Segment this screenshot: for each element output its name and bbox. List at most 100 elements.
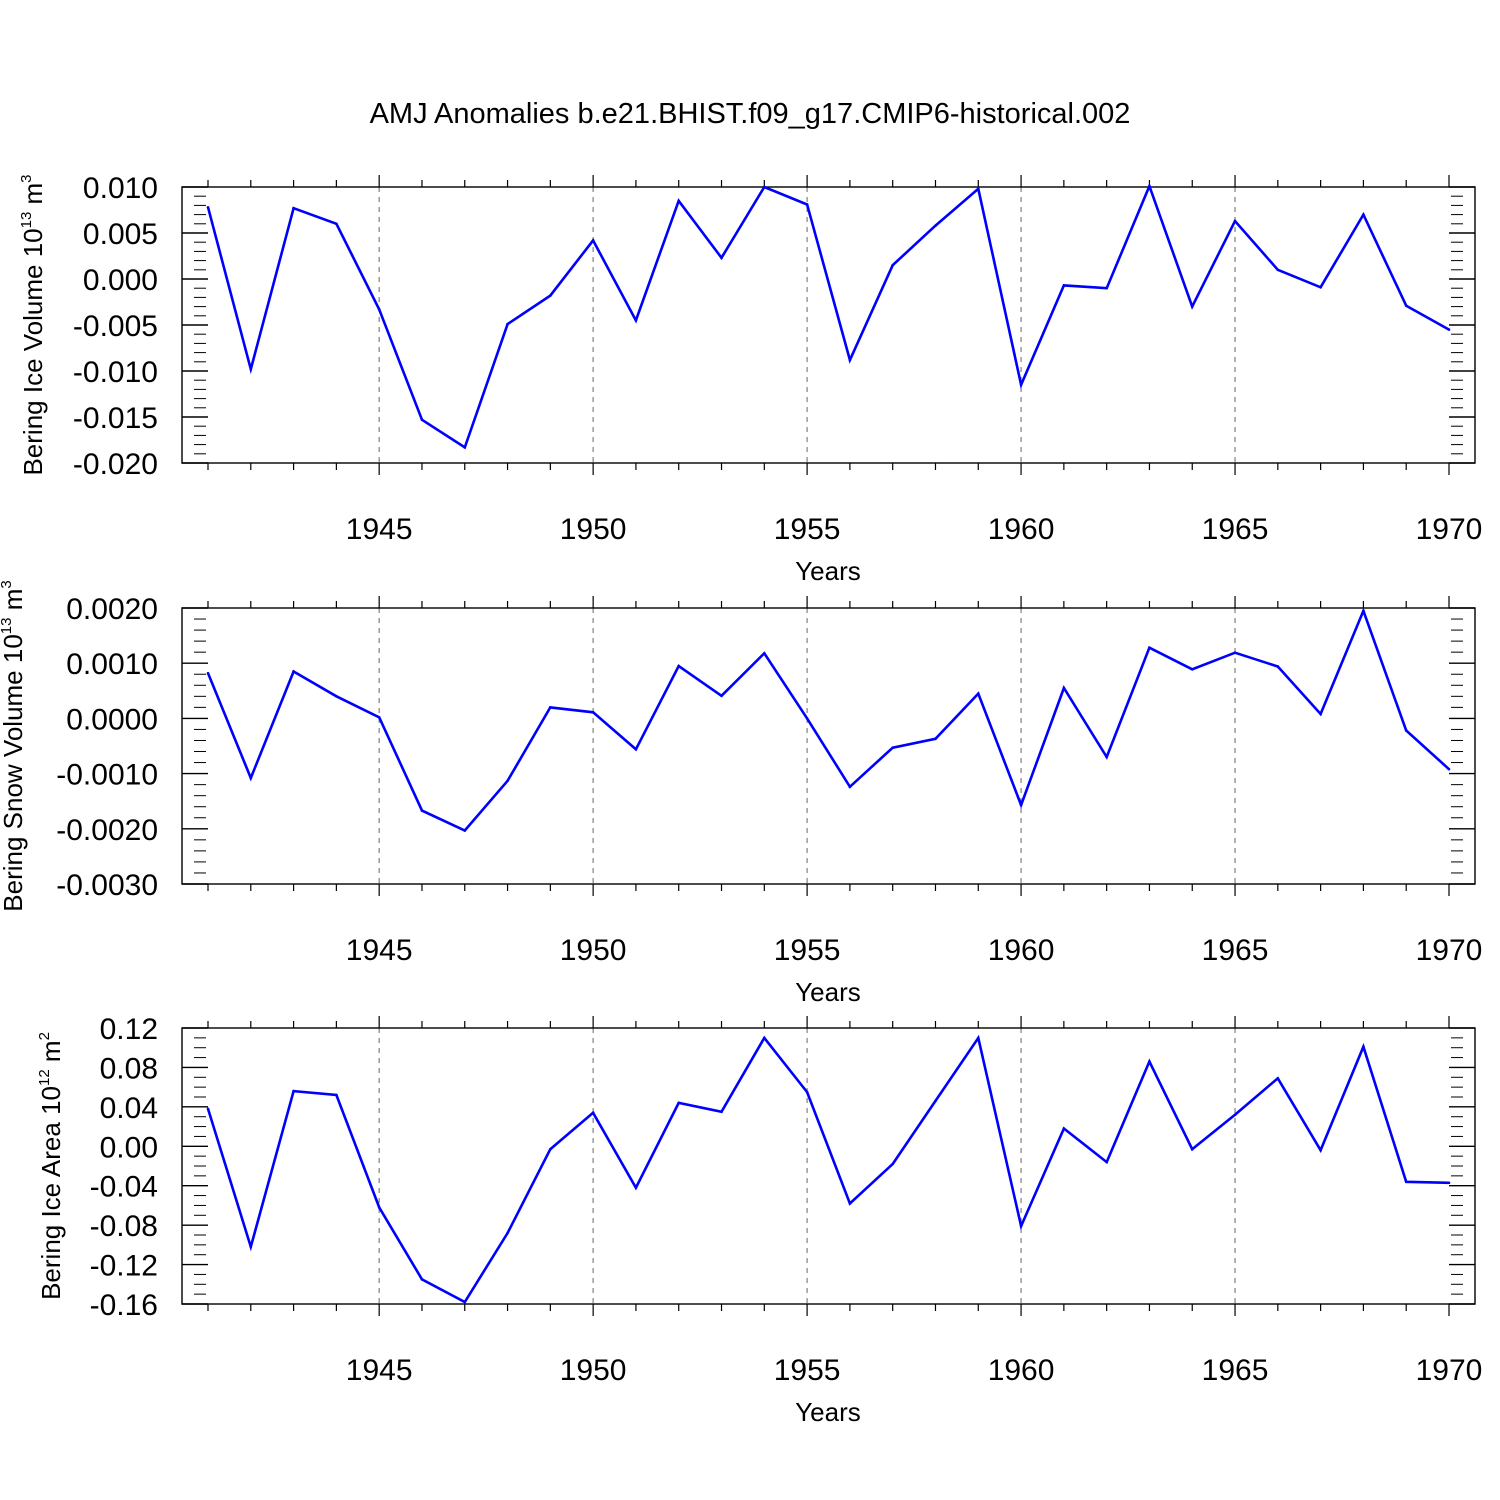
data-point — [1062, 284, 1066, 287]
y-axis-label-part: m — [36, 1040, 66, 1069]
y-axis-label: Bering Snow Volume 1013 m3 — [0, 580, 28, 911]
data-point — [249, 1245, 253, 1249]
data-point — [1404, 729, 1408, 732]
data-point — [1148, 184, 1151, 188]
data-point — [891, 263, 894, 267]
data-point — [1319, 285, 1322, 289]
y-axis-label-superscript: 13 — [18, 212, 35, 229]
y-axis-label-superscript: 13 — [0, 618, 15, 635]
y-axis-label-part: Bering Ice Area 10 — [36, 1086, 66, 1300]
y-tick-label: 0.00 — [100, 1131, 158, 1164]
y-axis-label-part: m — [0, 589, 28, 618]
data-point — [634, 319, 638, 322]
data-point — [677, 199, 681, 203]
data-point — [591, 711, 595, 714]
data-point — [891, 746, 894, 749]
data-point — [934, 737, 937, 741]
data-point — [805, 1090, 809, 1094]
data-point — [206, 205, 210, 209]
data-point — [292, 1089, 295, 1093]
x-tick-label: 1945 — [346, 934, 413, 967]
data-point — [377, 715, 381, 719]
data-point — [1105, 755, 1108, 759]
plot-frame — [181, 607, 1476, 885]
x-tick-label: 1955 — [774, 934, 841, 967]
data-point — [1276, 1076, 1280, 1080]
data-point — [848, 785, 852, 789]
data-point — [591, 239, 595, 242]
panel-ice-area: -0.16 -0.12 -0.08 -0.04 0.00 0.04 0.08 0.12 1945… — [36, 1013, 1482, 1427]
data-point — [335, 695, 338, 698]
y-tick-label: -0.020 — [73, 448, 158, 481]
y-axis-label-superscript: 3 — [0, 580, 15, 588]
y-tick-label: -0.12 — [90, 1250, 158, 1283]
x-tick-label: 1960 — [988, 1354, 1055, 1387]
y-axis-label: Bering Ice Volume 1013 m3 — [18, 174, 48, 475]
y-axis-label-part: Bering Snow Volume 10 — [0, 634, 28, 912]
data-point — [377, 308, 381, 311]
data-point — [1233, 219, 1237, 223]
panel-snow-volume: -0.0030 -0.0020 -0.0010 0.0000 0.0010 0.0020 1… — [0, 580, 1482, 1007]
x-tick-label: 1945 — [346, 1354, 413, 1387]
data-point — [634, 1186, 638, 1189]
y-axis-label-superscript: 12 — [36, 1069, 53, 1086]
data-point — [805, 203, 809, 206]
data-point — [763, 1036, 766, 1040]
x-tick-label: 1960 — [988, 934, 1055, 967]
data-point — [206, 1107, 210, 1111]
series-line — [206, 182, 1450, 450]
y-axis-label-part: Bering Ice Volume 10 — [18, 228, 48, 475]
y-tick-label: 0.0020 — [66, 593, 158, 626]
data-point — [1105, 1160, 1108, 1164]
data-point — [1362, 609, 1365, 613]
data-point — [677, 1101, 681, 1105]
data-point — [249, 367, 253, 371]
x-axis-label: Years — [795, 556, 861, 586]
y-tick-label: 0.04 — [100, 1092, 158, 1125]
data-point — [1404, 304, 1408, 307]
data-point — [1362, 213, 1365, 216]
x-tick-label: 1970 — [1416, 934, 1483, 967]
data-point — [763, 185, 766, 189]
data-point — [1276, 665, 1280, 668]
data-point — [463, 1300, 467, 1304]
plot-frame — [181, 186, 1476, 464]
data-point — [420, 809, 424, 812]
data-point — [1148, 1060, 1151, 1063]
x-tick-label: 1965 — [1202, 513, 1269, 546]
data-point — [420, 418, 424, 422]
y-axis-label-part: m — [18, 183, 48, 212]
data-point — [206, 671, 210, 675]
y-tick-label: -0.04 — [90, 1171, 158, 1204]
x-tick-label: 1955 — [774, 1354, 841, 1387]
data-point — [1062, 686, 1066, 690]
y-tick-label: 0.010 — [83, 172, 158, 205]
data-point — [463, 829, 467, 832]
y-tick-label: -0.0030 — [56, 869, 158, 902]
data-point — [591, 1111, 595, 1115]
x-tick-label: 1955 — [774, 513, 841, 546]
data-point — [891, 1162, 894, 1166]
data-point — [1190, 667, 1194, 671]
y-tick-label: 0.0010 — [66, 648, 158, 681]
y-tick-label: -0.0020 — [56, 814, 158, 847]
data-point — [549, 294, 552, 297]
data-point — [1148, 646, 1151, 650]
data-point — [934, 1099, 937, 1103]
plot-frame — [181, 1027, 1476, 1305]
data-point — [1362, 1045, 1365, 1049]
x-tick-label: 1970 — [1416, 513, 1483, 546]
data-point — [506, 1231, 509, 1235]
data-point — [292, 670, 295, 673]
data-point — [249, 776, 253, 780]
data-point — [292, 206, 295, 210]
data-point — [976, 187, 980, 191]
y-axis-label-superscript: 2 — [36, 1032, 53, 1040]
data-point — [1233, 651, 1237, 655]
x-tick-label: 1950 — [560, 934, 627, 967]
data-point — [1062, 1127, 1066, 1130]
y-tick-label: -0.16 — [90, 1289, 158, 1322]
data-point — [934, 224, 937, 227]
series-line — [206, 607, 1450, 833]
